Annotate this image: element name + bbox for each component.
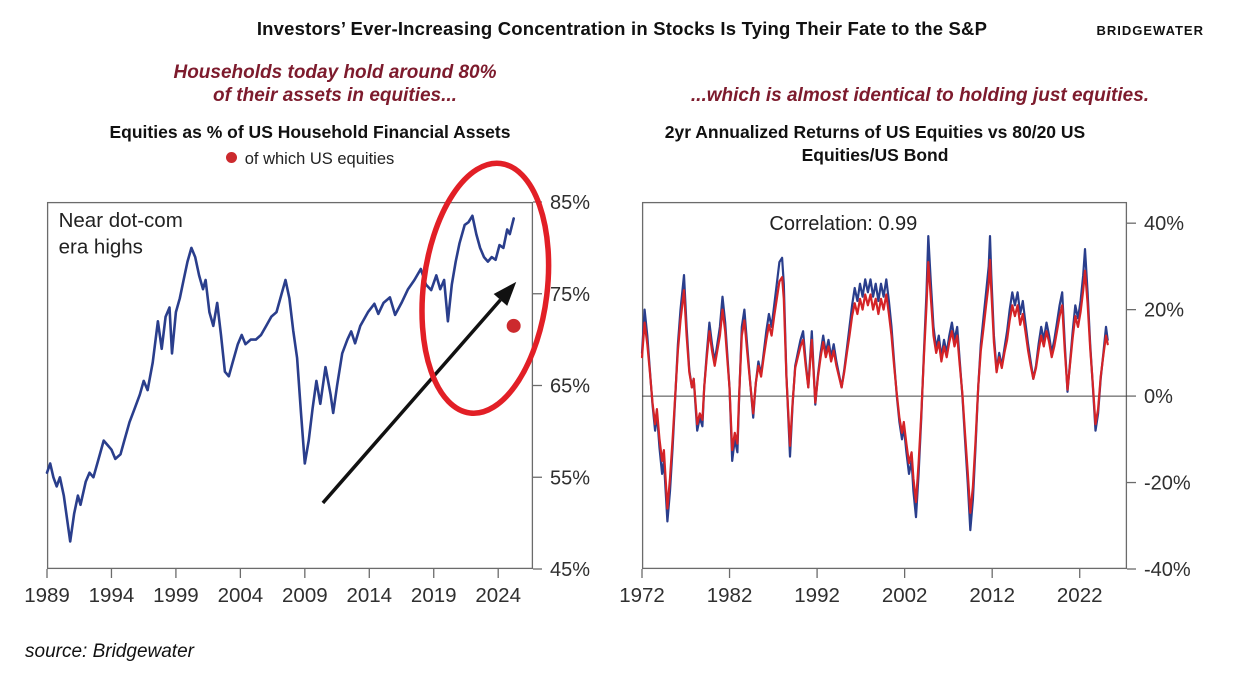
right-callout: ...which is almost identical to holding … bbox=[690, 85, 1150, 106]
left-callout-line1: Households today hold around 80% bbox=[173, 62, 497, 83]
svg-text:2019: 2019 bbox=[411, 584, 457, 607]
svg-text:Correlation: 0.99: Correlation: 0.99 bbox=[769, 213, 917, 235]
left-chart-title: Equities as % of US Household Financial … bbox=[109, 122, 511, 142]
svg-text:2012: 2012 bbox=[969, 584, 1015, 607]
svg-text:-40%: -40% bbox=[1144, 559, 1191, 581]
svg-text:45%: 45% bbox=[550, 559, 590, 581]
svg-text:40%: 40% bbox=[1144, 213, 1184, 235]
legend-dot-icon bbox=[225, 152, 237, 163]
right-chart-title: 2yr Annualized Returns of US Equities vs… bbox=[664, 122, 1086, 165]
svg-text:2022: 2022 bbox=[1057, 584, 1103, 607]
figure-title: Investors’ Ever-Increasing Concentration… bbox=[256, 18, 988, 39]
svg-text:1982: 1982 bbox=[707, 584, 753, 607]
bridgewater-logo: BRIDGEWATER bbox=[1096, 23, 1204, 38]
svg-text:65%: 65% bbox=[550, 376, 590, 398]
svg-text:1972: 1972 bbox=[619, 584, 665, 607]
svg-text:2004: 2004 bbox=[218, 584, 264, 607]
svg-text:20%: 20% bbox=[1144, 300, 1184, 322]
left-chart-legend: of which US equities bbox=[40, 150, 580, 169]
source-note: source: Bridgewater bbox=[25, 641, 194, 662]
svg-text:1999: 1999 bbox=[153, 584, 199, 607]
svg-text:Near dot-com: Near dot-com bbox=[59, 209, 183, 232]
svg-text:2009: 2009 bbox=[282, 584, 328, 607]
household-equities-chart: 85% 75% 65% 55% 45% 1989 1994 1999 2004 2009 2014 2… bbox=[24, 160, 590, 607]
returns-comparison-chart: 40% 20% 0% -20% -40% 1972 1982 1992 2002 2012 2022… bbox=[619, 201, 1191, 607]
svg-text:75%: 75% bbox=[550, 284, 590, 306]
legend-label: of which US equities bbox=[244, 150, 395, 168]
svg-text:55%: 55% bbox=[550, 467, 590, 489]
svg-text:1989: 1989 bbox=[24, 584, 70, 607]
svg-text:0%: 0% bbox=[1144, 386, 1173, 408]
svg-text:2014: 2014 bbox=[346, 584, 392, 607]
svg-text:1994: 1994 bbox=[89, 584, 135, 607]
svg-text:85%: 85% bbox=[550, 192, 590, 214]
svg-text:era highs: era highs bbox=[59, 235, 143, 258]
svg-text:2002: 2002 bbox=[882, 584, 928, 607]
svg-text:-20%: -20% bbox=[1144, 473, 1191, 495]
left-callout-line2: of their assets in equities... bbox=[213, 85, 457, 106]
svg-text:1992: 1992 bbox=[794, 584, 840, 607]
left-callout: Households today hold around 80% of thei… bbox=[125, 61, 545, 107]
svg-text:2024: 2024 bbox=[475, 584, 521, 607]
